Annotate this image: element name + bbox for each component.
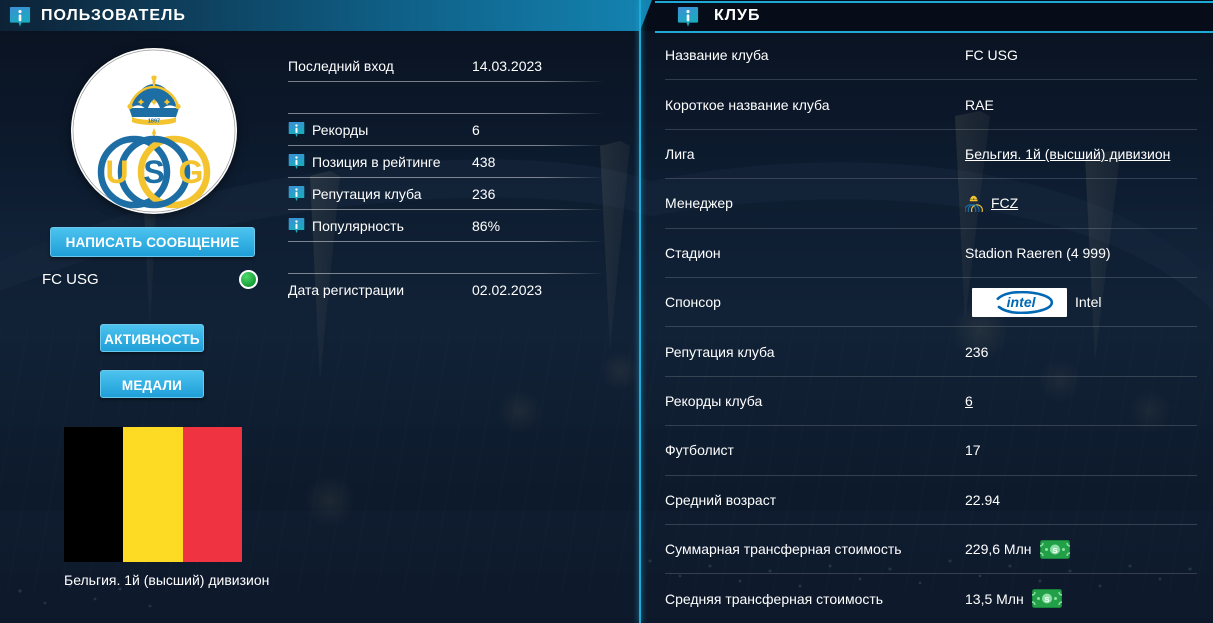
svg-text:intel: intel [1006, 294, 1036, 310]
svg-text:S: S [143, 154, 164, 190]
svg-text:S: S [1044, 595, 1049, 604]
svg-text:G: G [179, 154, 204, 190]
svg-text:S: S [1052, 545, 1057, 554]
svg-text:U: U [105, 154, 128, 190]
svg-text:1897: 1897 [148, 119, 160, 125]
